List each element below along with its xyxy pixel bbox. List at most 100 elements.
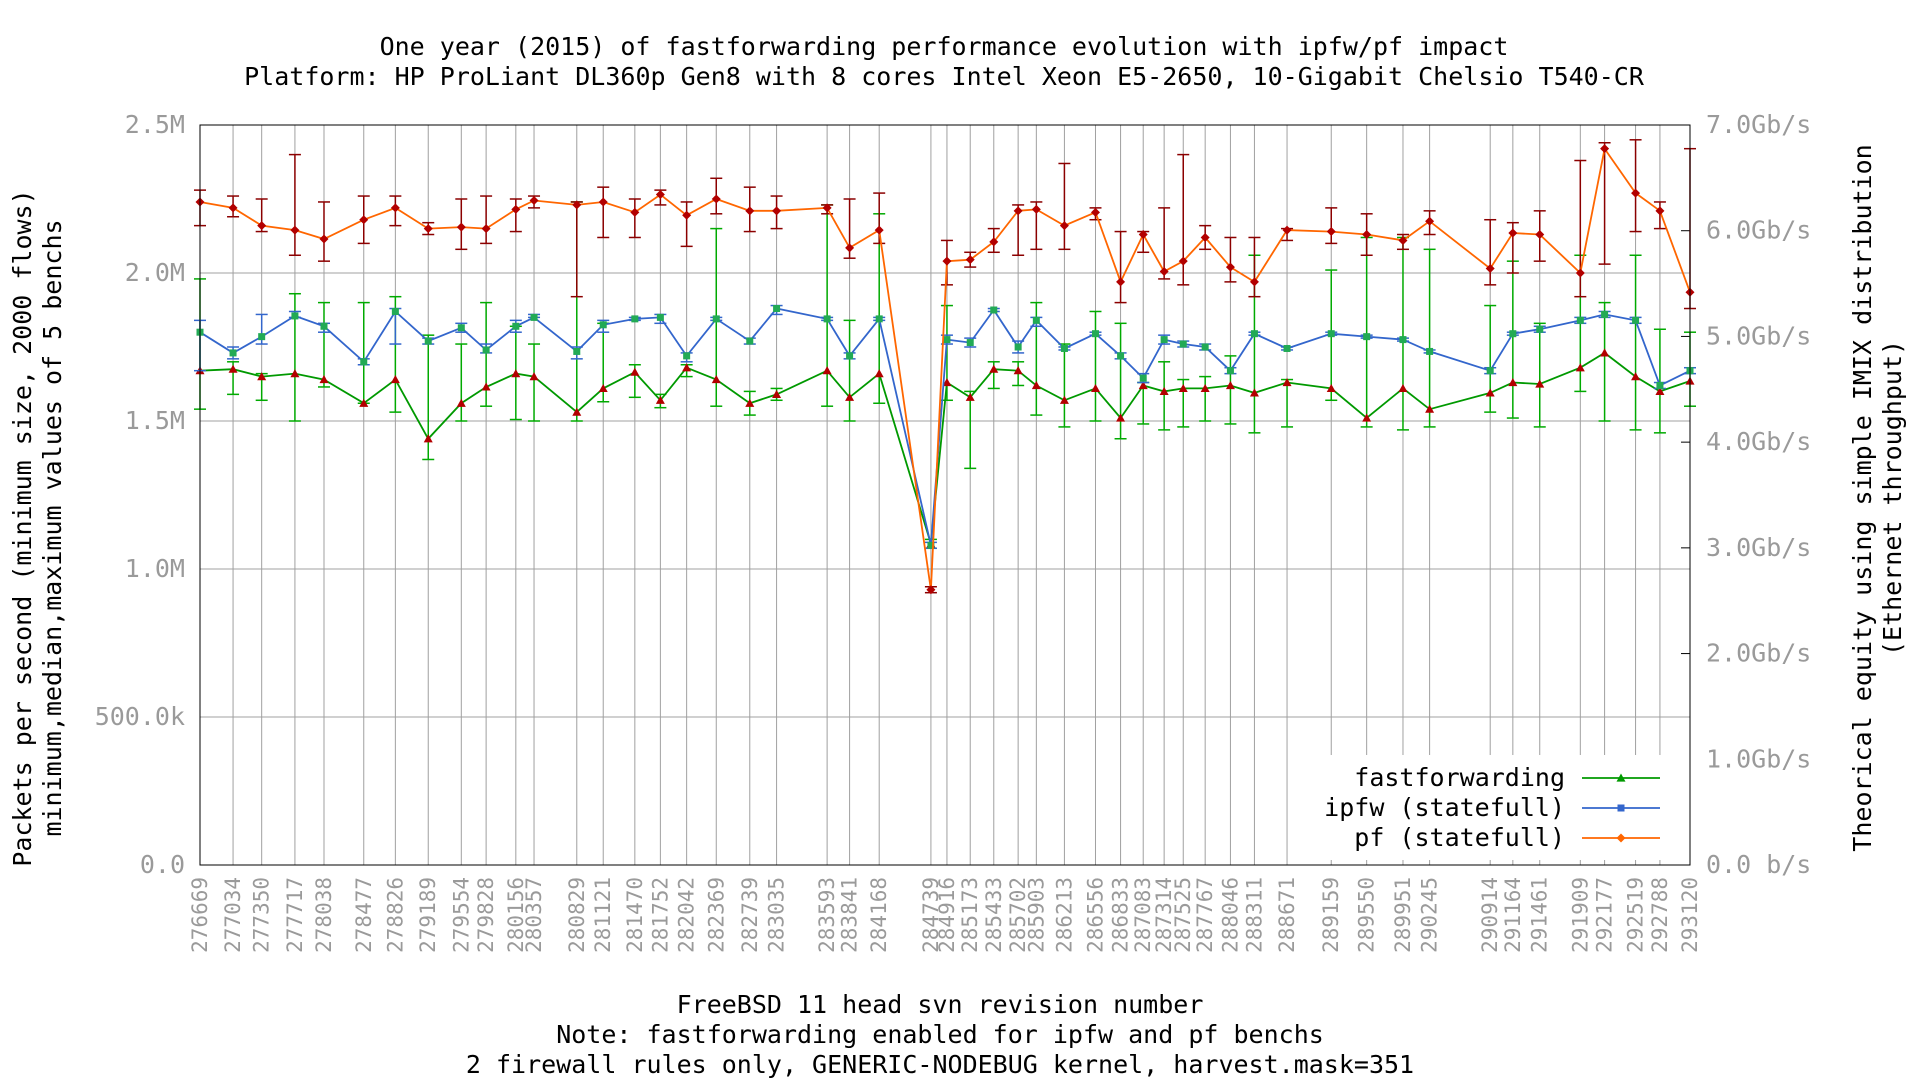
data-point-marker — [456, 398, 466, 407]
y2-axis-label: Theorical equity using simple IMIX distr… — [1848, 144, 1877, 851]
x-tick-label: 291909 — [1568, 877, 1592, 953]
data-point-marker — [1200, 232, 1210, 242]
data-point-marker — [1159, 386, 1169, 395]
data-point-marker — [1362, 413, 1372, 422]
y2-tick-label: 5.0Gb/s — [1706, 321, 1811, 350]
data-point-marker — [990, 306, 998, 314]
x-tick-label: 278038 — [312, 877, 336, 953]
x-tick-label: 278826 — [383, 877, 407, 953]
y-tick-label: 0.0 — [140, 850, 185, 879]
x-tick-label: 279554 — [449, 877, 473, 953]
x-tick-label: 283593 — [815, 877, 839, 953]
x-tick-label: 285433 — [982, 877, 1006, 953]
data-point-marker — [822, 366, 832, 375]
x-tick-label: 288311 — [1242, 877, 1266, 953]
data-point-marker — [1425, 216, 1435, 226]
chart-title: One year (2015) of fastforwarding perfor… — [380, 32, 1509, 61]
y2-axis-ticks: 0.0 b/s 1.0Gb/s 2.0Gb/s 3.0Gb/s 4.0Gb/s 5.0Gb… — [1681, 110, 1811, 879]
data-point-marker — [1139, 374, 1147, 382]
x-tick-label: 280156 — [504, 877, 528, 953]
x-axis-label: FreeBSD 11 head svn revision number — [677, 990, 1204, 1019]
x-tick-label: 276669 — [188, 877, 212, 953]
data-point-marker — [530, 313, 538, 321]
data-point-marker — [1575, 268, 1585, 278]
data-point-marker — [845, 243, 855, 253]
data-point-marker — [846, 352, 854, 360]
data-point-marker — [1091, 330, 1099, 338]
y-axis-ticks: 0.0 500.0k 1.0M 1.5M 2.0M 2.5M — [95, 110, 185, 879]
y2-axis-label-line2: (Ethernet throughput) — [1878, 340, 1907, 656]
data-point-marker — [320, 322, 328, 330]
data-point-marker — [942, 378, 952, 387]
x-tick-label: 279189 — [416, 877, 440, 953]
data-point-marker — [1059, 395, 1069, 404]
data-point-marker — [682, 210, 692, 220]
data-point-marker — [631, 315, 639, 323]
y-tick-label: 2.0M — [125, 258, 185, 287]
data-point-marker — [1282, 225, 1292, 235]
x-tick-label: 292177 — [1593, 877, 1617, 953]
data-point-marker — [772, 206, 782, 216]
data-point-marker — [682, 363, 692, 372]
x-tick-label: 286213 — [1052, 877, 1076, 953]
data-point-marker — [1031, 380, 1041, 390]
x-tick-label: 291164 — [1501, 877, 1525, 953]
data-point-marker — [598, 197, 608, 207]
data-point-marker — [966, 339, 974, 347]
x-tick-label: 287083 — [1131, 877, 1155, 953]
data-point-marker — [1600, 348, 1610, 357]
plot-border — [199, 124, 1691, 866]
data-point-marker — [1031, 204, 1041, 214]
data-point-marker — [1060, 344, 1068, 352]
x-tick-label: 281470 — [623, 877, 647, 953]
x-tick-label: 282369 — [704, 877, 728, 953]
data-point-marker — [512, 322, 520, 330]
data-point-marker — [482, 346, 490, 354]
x-axis-note-1: Note: fastforwarding enabled for ipfw an… — [556, 1020, 1324, 1049]
data-point-marker — [1032, 316, 1040, 324]
data-point-marker — [290, 369, 300, 378]
data-point-marker — [745, 398, 755, 407]
y2-tick-label: 2.0Gb/s — [1706, 639, 1811, 668]
x-tick-label: 290245 — [1418, 877, 1442, 953]
data-point-marker — [1014, 343, 1022, 351]
x-tick-label: 281752 — [648, 877, 672, 953]
x-tick-label: 286833 — [1109, 877, 1133, 953]
x-tick-label: 285903 — [1024, 877, 1048, 953]
data-point-marker — [1138, 380, 1148, 390]
data-point-marker — [1656, 381, 1664, 389]
series-1 — [194, 304, 1696, 550]
data-point-marker — [390, 375, 400, 384]
x-tick-label: 285702 — [1006, 877, 1030, 953]
y-axis-label-line2: minimum,median,maximum values of 5 bench… — [38, 219, 67, 836]
x-tick-label: 287525 — [1171, 877, 1195, 953]
data-point-marker — [290, 225, 300, 235]
data-point-marker — [257, 372, 267, 381]
data-point-marker — [360, 358, 368, 366]
y-tick-label: 2.5M — [125, 110, 185, 139]
data-point-marker — [1600, 144, 1610, 154]
x-tick-label: 278477 — [352, 877, 376, 953]
data-point-marker — [1486, 367, 1494, 375]
data-point-marker — [927, 541, 935, 549]
data-point-marker — [1326, 227, 1336, 237]
data-point-marker — [1013, 366, 1023, 375]
y-tick-label: 1.0M — [125, 554, 185, 583]
data-point-marker — [1327, 330, 1335, 338]
x-axis-note-2: 2 firewall rules only, GENERIC-NODEBUG k… — [466, 1050, 1414, 1079]
data-point-marker — [319, 375, 329, 384]
data-point-marker — [1509, 330, 1517, 338]
data-point-marker — [745, 206, 755, 216]
data-point-marker — [1508, 228, 1518, 238]
x-tick-label: 283841 — [838, 877, 862, 953]
data-point-marker — [1631, 188, 1641, 198]
y-tick-label: 500.0k — [95, 702, 185, 731]
data-point-marker — [926, 585, 936, 595]
data-point-marker — [1655, 206, 1665, 216]
x-tick-label: 281121 — [591, 877, 615, 953]
data-point-marker — [630, 367, 640, 376]
data-point-marker — [529, 195, 539, 205]
y2-tick-label: 4.0Gb/s — [1706, 427, 1811, 456]
data-point-marker — [511, 204, 521, 214]
